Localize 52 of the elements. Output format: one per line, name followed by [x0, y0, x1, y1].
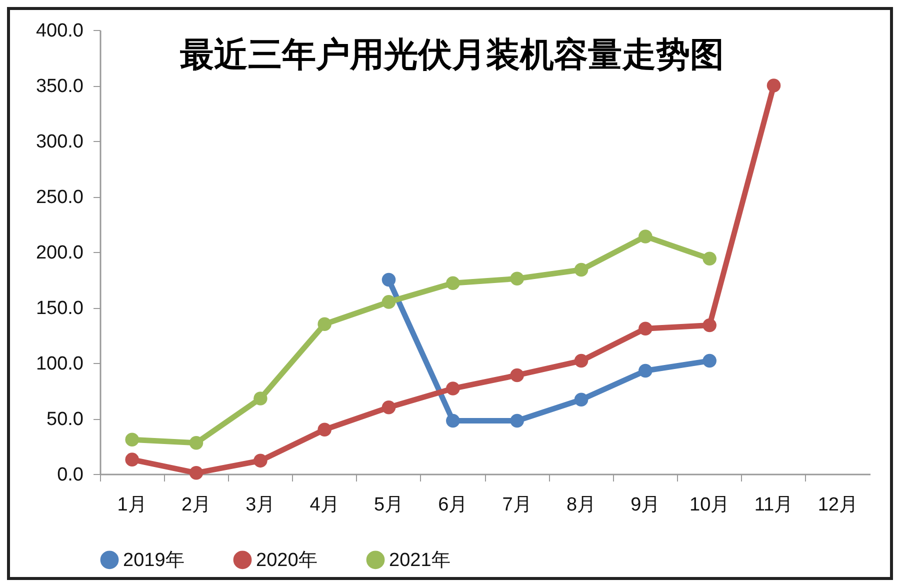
- point: [189, 436, 204, 450]
- y-tick-label: 400.0: [36, 20, 84, 42]
- point: [446, 382, 460, 396]
- x-tick-label: 8月: [566, 494, 596, 516]
- x-tick-label: 5月: [374, 494, 404, 516]
- point: [638, 322, 652, 336]
- point: [510, 272, 524, 286]
- y-tick-label: 200.0: [36, 242, 84, 264]
- point: [382, 295, 396, 309]
- point: [318, 422, 332, 436]
- x-tick-label: 10月: [690, 494, 730, 516]
- y-tick-label: 0.0: [57, 464, 84, 486]
- chart-title: 最近三年户用光伏月装机容量走势图: [180, 36, 724, 74]
- point: [382, 272, 396, 287]
- x-tick-label: 2月: [181, 494, 212, 516]
- x-tick-label: 3月: [246, 494, 276, 516]
- point: [574, 262, 588, 277]
- y-tick-label: 350.0: [36, 76, 84, 97]
- x-tick-label: 4月: [310, 494, 340, 516]
- point: [382, 400, 396, 414]
- point: [125, 432, 139, 446]
- point: [638, 230, 652, 244]
- x-tick-label: 6月: [438, 494, 468, 516]
- point: [702, 318, 716, 332]
- point: [125, 452, 139, 466]
- point: [318, 317, 332, 332]
- y-tick-label: 100.0: [36, 354, 84, 374]
- point: [189, 466, 204, 480]
- point: [574, 392, 588, 407]
- point: [510, 368, 524, 382]
- point: [446, 414, 460, 428]
- y-tick-label: 50.0: [46, 409, 84, 430]
- point: [766, 78, 781, 92]
- point: [574, 354, 588, 368]
- legend-label: 2020年: [256, 550, 318, 571]
- point: [254, 392, 268, 406]
- y-tick-label: 150.0: [36, 298, 84, 319]
- x-tick-label: 1月: [117, 494, 147, 516]
- y-tick-label: 300.0: [36, 132, 84, 152]
- point: [446, 276, 460, 290]
- point: [254, 454, 268, 468]
- x-tick-label: 9月: [630, 494, 660, 516]
- x-tick-label: 12月: [818, 494, 858, 516]
- legend-label: 2019年: [123, 550, 184, 571]
- point: [510, 414, 524, 428]
- x-tick-label: 11月: [754, 494, 794, 516]
- x-tick-label: 7月: [502, 494, 532, 516]
- point: [702, 354, 716, 368]
- point: [702, 252, 716, 266]
- legend-label: 2021年: [389, 550, 450, 571]
- point: [638, 364, 652, 378]
- y-tick-label: 250.0: [36, 187, 84, 208]
